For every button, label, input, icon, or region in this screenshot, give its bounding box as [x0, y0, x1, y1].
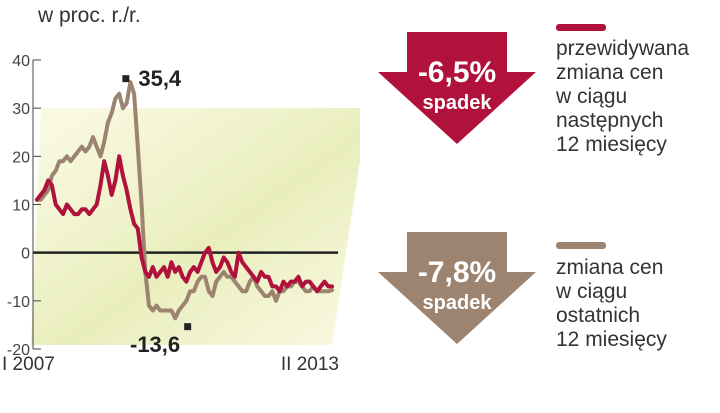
- y-tick-label: 10: [12, 198, 30, 215]
- max-annotation-label: 35,4: [138, 66, 182, 91]
- line-chart: 40 30 20 10 0 -10 -20I 2007 II 2013 35,4 -13,6: [2, 53, 360, 375]
- y-axis-unit-label: w proc. r./r.: [38, 4, 141, 27]
- y-tick-label: 0: [21, 246, 30, 263]
- x-end-label: II 2013: [281, 354, 339, 375]
- forecast-arrow-polygon: [378, 32, 536, 144]
- forecast-legend-swatch: [556, 24, 606, 31]
- arrow-shape: [378, 232, 536, 344]
- x-start-label: I 2007: [2, 354, 55, 375]
- actual-drop-value: -7,8%: [417, 256, 497, 289]
- actual-legend-text: zmiana cen w ciągu ostatnich 12 miesięcy: [556, 256, 667, 352]
- legend-line: zmiana cen: [556, 256, 664, 279]
- y-tick-label: 20: [12, 149, 30, 166]
- min-annotation-label: -13,6: [130, 332, 180, 357]
- forecast-drop-value: -6,5%: [417, 56, 497, 89]
- actual-series-line: [35, 80, 334, 321]
- annotation-marker: [122, 75, 130, 83]
- actual-arrow-polygon: [378, 232, 536, 344]
- actual-legend-swatch: [556, 242, 606, 249]
- arrow-shape: [378, 32, 536, 144]
- y-tick-label: -10: [7, 294, 30, 311]
- annotation-marker: [184, 323, 192, 331]
- legend-line: w ciągu: [556, 85, 628, 108]
- y-tick-label: 30: [12, 101, 30, 118]
- legend-line: przewidywana: [556, 37, 690, 60]
- legend-line: ostatnich: [556, 304, 641, 327]
- plot-background: [31, 108, 360, 345]
- legend-line: następnych: [556, 109, 664, 132]
- forecast-series-line: [35, 154, 334, 294]
- actual-drop-arrow: -7,8% spadek: [374, 228, 540, 346]
- legend-line: zmiana cen: [556, 61, 664, 84]
- forecast-legend-text: przewidywana zmiana cen w ciągu następny…: [556, 37, 689, 157]
- y-tick-label: -20: [7, 342, 30, 359]
- actual-drop-word: spadek: [422, 292, 492, 314]
- legend-line: w ciągu: [556, 280, 628, 303]
- y-tick-label: 40: [12, 53, 30, 70]
- legend-line: 12 miesięcy: [556, 133, 667, 156]
- forecast-drop-arrow: -6,5% spadek: [374, 28, 540, 146]
- legend-line: 12 miesięcy: [556, 328, 667, 351]
- forecast-drop-word: spadek: [422, 92, 492, 114]
